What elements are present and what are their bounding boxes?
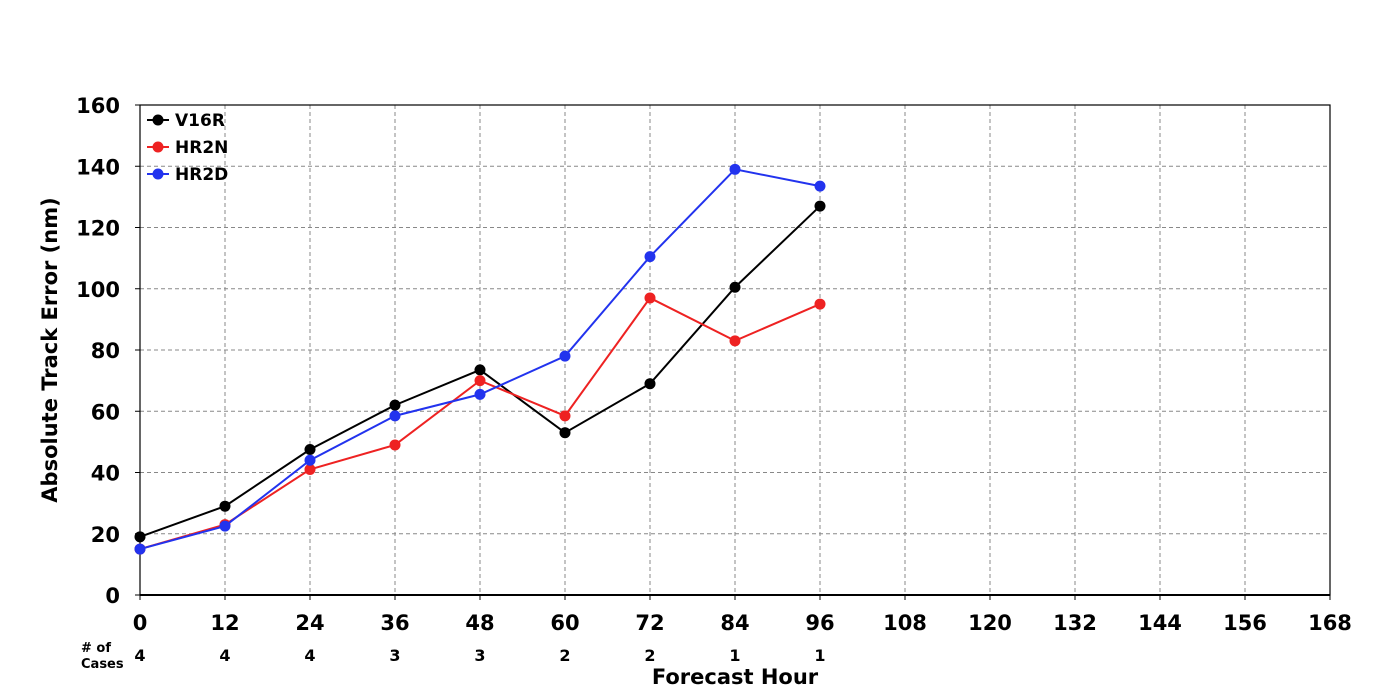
data-point-hr2d bbox=[474, 388, 486, 400]
x-tick-label: 24 bbox=[295, 611, 324, 635]
data-point-hr2n bbox=[814, 298, 826, 310]
x-tick-label: 96 bbox=[805, 611, 834, 635]
x-tick-label: 132 bbox=[1053, 611, 1097, 635]
series-hr2d bbox=[134, 163, 826, 555]
data-point-hr2d bbox=[729, 163, 741, 175]
legend: V16R HR2N HR2D bbox=[147, 111, 228, 185]
x-tick-label: 60 bbox=[550, 611, 579, 635]
data-point-hr2n bbox=[474, 375, 486, 387]
data-point-hr2d bbox=[644, 251, 656, 263]
legend-label: HR2D bbox=[175, 165, 228, 185]
cases-label-line2: Cases bbox=[81, 657, 124, 672]
cases-row: # of Cases 4 4 4 3 3 2 2 1 1 bbox=[81, 641, 826, 672]
legend-swatch-marker bbox=[152, 114, 164, 126]
data-point-v16r bbox=[814, 200, 826, 212]
y-tick-label: 60 bbox=[91, 400, 120, 424]
data-point-v16r bbox=[729, 281, 741, 293]
data-point-hr2n bbox=[644, 292, 656, 304]
case-count: 2 bbox=[644, 646, 655, 665]
data-point-v16r bbox=[559, 427, 571, 439]
case-count: 1 bbox=[814, 646, 825, 665]
y-tick-label: 20 bbox=[91, 523, 120, 547]
data-point-hr2d bbox=[134, 543, 146, 555]
x-tick-label: 144 bbox=[1138, 611, 1182, 635]
y-tick-label: 40 bbox=[91, 462, 120, 486]
data-point-hr2d bbox=[559, 350, 571, 362]
data-point-v16r bbox=[219, 500, 231, 512]
y-tick-label: 120 bbox=[76, 217, 120, 241]
cases-label-line1: # of bbox=[81, 641, 111, 656]
x-tick-label: 36 bbox=[380, 611, 409, 635]
x-tick-label: 48 bbox=[465, 611, 494, 635]
series-layer bbox=[134, 163, 826, 555]
y-axis-label: Absolute Track Error (nm) bbox=[38, 197, 62, 502]
data-point-hr2d bbox=[219, 520, 231, 532]
x-tick-label: 0 bbox=[133, 611, 148, 635]
case-count: 1 bbox=[729, 646, 740, 665]
data-point-hr2n bbox=[729, 335, 741, 347]
x-tick-label: 84 bbox=[720, 611, 749, 635]
y-tick-label: 160 bbox=[76, 94, 120, 118]
series-v16r bbox=[134, 200, 826, 543]
legend-label: HR2N bbox=[175, 138, 228, 158]
data-point-hr2d bbox=[814, 180, 826, 192]
legend-label: V16R bbox=[175, 111, 225, 131]
case-count: 4 bbox=[219, 646, 230, 665]
data-point-v16r bbox=[304, 444, 316, 456]
data-point-hr2d bbox=[389, 410, 401, 422]
y-tick-label: 140 bbox=[76, 155, 120, 179]
case-count: 3 bbox=[389, 646, 400, 665]
series-hr2n bbox=[134, 292, 826, 555]
y-axis-ticks: 0 20 40 60 80 100 120 140 160 bbox=[76, 94, 140, 608]
legend-swatch-marker bbox=[152, 168, 164, 180]
legend-item-v16r: V16R bbox=[147, 111, 225, 131]
case-count: 4 bbox=[134, 646, 145, 665]
case-count: 3 bbox=[474, 646, 485, 665]
x-tick-label: 168 bbox=[1308, 611, 1352, 635]
legend-item-hr2d: HR2D bbox=[147, 165, 228, 185]
y-tick-label: 100 bbox=[76, 278, 120, 302]
legend-item-hr2n: HR2N bbox=[147, 138, 228, 158]
data-point-hr2n bbox=[389, 439, 401, 451]
data-point-v16r bbox=[644, 378, 656, 390]
grid-lines bbox=[140, 105, 1330, 596]
x-axis-label: Forecast Hour bbox=[652, 665, 819, 689]
data-point-v16r bbox=[389, 399, 401, 411]
data-point-hr2d bbox=[304, 454, 316, 466]
x-axis-ticks: 0 12 24 36 48 60 72 84 96 108 120 132 144 156 168 bbox=[133, 595, 1352, 635]
x-tick-label: 12 bbox=[210, 611, 239, 635]
x-tick-label: 108 bbox=[883, 611, 927, 635]
case-count: 2 bbox=[559, 646, 570, 665]
y-tick-label: 80 bbox=[91, 339, 120, 363]
case-count: 4 bbox=[304, 646, 315, 665]
x-tick-label: 120 bbox=[968, 611, 1012, 635]
x-tick-label: 156 bbox=[1223, 611, 1267, 635]
data-point-hr2n bbox=[304, 463, 316, 475]
data-point-v16r bbox=[474, 364, 486, 376]
x-tick-label: 72 bbox=[635, 611, 664, 635]
data-point-hr2n bbox=[559, 410, 571, 422]
legend-swatch-marker bbox=[152, 141, 164, 153]
data-point-v16r bbox=[134, 531, 146, 543]
y-tick-label: 0 bbox=[105, 584, 120, 608]
